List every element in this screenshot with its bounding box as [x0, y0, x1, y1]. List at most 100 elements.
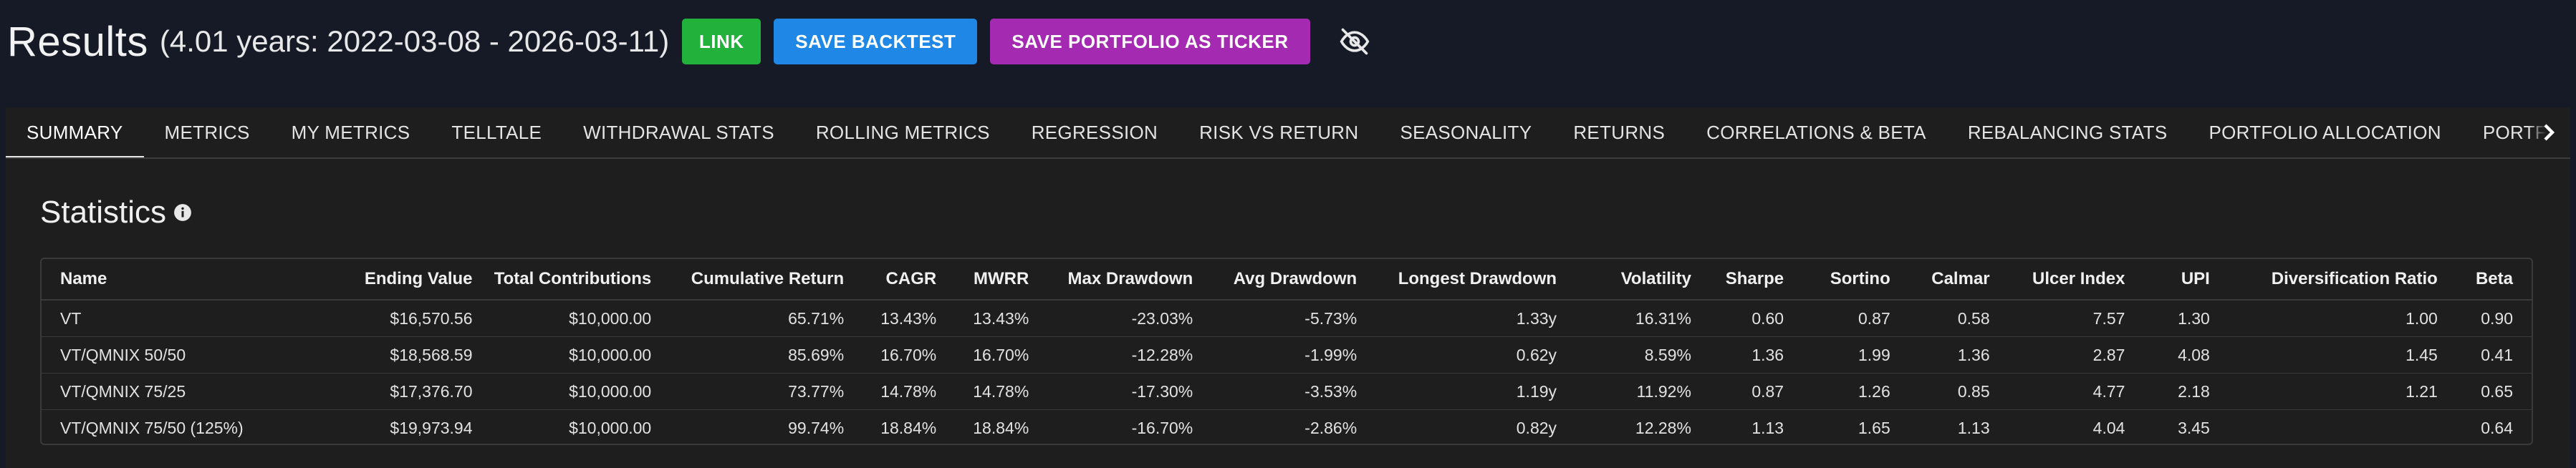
table-cell: 1.21 — [2216, 373, 2445, 410]
link-button[interactable]: LINK — [682, 19, 761, 64]
table-cell: 1.19y — [1364, 373, 1565, 410]
table-cell: 7.57 — [1996, 300, 2133, 337]
tab-seasonality[interactable]: SEASONALITY — [1400, 121, 1532, 143]
statistics-table: Name Ending Value Total Contributions Cumul… — [42, 259, 2532, 444]
table-cell: 0.58 — [1897, 300, 1997, 337]
tab-metrics[interactable]: METRICS — [164, 121, 250, 143]
statistics-table-container: Name Ending Value Total Contributions Cumul… — [40, 258, 2533, 445]
table-cell: 1.99 — [1791, 336, 1898, 374]
table-cell: 1.33y — [1364, 300, 1565, 337]
table-cell: 16.70% — [943, 336, 1037, 374]
tab-rebalancing-stats[interactable]: REBALANCING STATS — [1967, 121, 2168, 143]
table-cell: 2.18 — [2132, 373, 2217, 410]
table-cell: 16.70% — [851, 336, 944, 374]
column-header[interactable]: Volatility — [1564, 259, 1698, 301]
table-row: VT/QMNIX 75/50 (125%) $19,973.94 $10,000.0… — [42, 410, 2532, 444]
column-header[interactable]: Total Contributions — [479, 259, 659, 301]
table-row: VT/QMNIX 50/50 $18,568.59 $10,000.00 85.69%… — [42, 336, 2532, 374]
table-header-row: Name Ending Value Total Contributions Cumul… — [42, 259, 2532, 301]
tab-bar: SUMMARY METRICS MY METRICS TELLTALE WITHDRAW… — [6, 107, 2570, 159]
table-cell: 0.82y — [1516, 418, 1557, 437]
column-header[interactable]: Avg Drawdown — [1200, 259, 1365, 301]
page-title: Results — [7, 18, 148, 65]
table-cell: $19,973.94 — [390, 418, 473, 437]
tab-returns[interactable]: RETURNS — [1573, 121, 1666, 143]
table-cell: 1.30 — [2132, 300, 2217, 337]
table-cell: 14.78% — [943, 373, 1037, 410]
column-header[interactable]: Cumulative Return — [658, 259, 852, 301]
tab-my-metrics[interactable]: MY METRICS — [291, 121, 410, 143]
tab-summary[interactable]: SUMMARY — [6, 107, 144, 157]
column-header[interactable]: Name — [42, 259, 302, 301]
date-range: (4.01 years: 2022-03-08 - 2026-03-11) — [159, 24, 670, 58]
table-cell: 18.84% — [973, 418, 1029, 437]
column-header[interactable]: Sharpe — [1698, 259, 1792, 301]
table-cell: -3.53% — [1200, 373, 1365, 410]
table-cell: 0.65 — [2444, 373, 2532, 410]
tab-risk-vs-return[interactable]: RISK VS RETURN — [1199, 121, 1359, 143]
tab-telltale[interactable]: TELLTALE — [451, 121, 542, 143]
table-row: VT $16,570.56 $10,000.00 65.71% 13.43% 13.43%… — [42, 300, 2532, 337]
table-cell: 13.43% — [851, 300, 944, 337]
column-header[interactable]: CAGR — [851, 259, 944, 301]
table-cell: 13.43% — [943, 300, 1037, 337]
column-header[interactable]: UPI — [2132, 259, 2217, 301]
table-cell: 3.45 — [2178, 418, 2210, 437]
table-cell: -23.03% — [1036, 300, 1201, 337]
table-cell: 0.64 — [2481, 418, 2513, 437]
table-cell: 16.31% — [1564, 300, 1698, 337]
table-cell: 85.69% — [658, 336, 852, 374]
info-icon[interactable] — [173, 203, 192, 222]
table-cell: 1.13 — [1957, 418, 1990, 437]
column-header[interactable]: Calmar — [1897, 259, 1997, 301]
table-cell: $10,000.00 — [479, 300, 659, 337]
column-header[interactable]: Beta — [2444, 259, 2532, 301]
save-portfolio-ticker-button[interactable]: SAVE PORTFOLIO AS TICKER — [990, 19, 1310, 64]
column-header[interactable]: Longest Drawdown — [1364, 259, 1565, 301]
table-cell: 0.85 — [1897, 373, 1997, 410]
table-cell: 1.13 — [1751, 418, 1784, 437]
tab-rolling-metrics[interactable]: ROLLING METRICS — [815, 121, 990, 143]
statistics-title: Statistics — [40, 195, 167, 230]
table-cell: 1.45 — [2216, 336, 2445, 374]
tabs-list: SUMMARY METRICS MY METRICS TELLTALE WITHDRAW… — [6, 107, 2570, 157]
table-cell: 0.60 — [1698, 300, 1792, 337]
tab-withdrawal-stats[interactable]: WITHDRAWAL STATS — [583, 121, 774, 143]
chevron-right-icon — [2544, 124, 2555, 141]
tab-regression[interactable]: REGRESSION — [1031, 121, 1158, 143]
table-cell: 0.41 — [2444, 336, 2532, 374]
portfolio-name-cell: VT/QMNIX 50/50 — [42, 336, 302, 374]
table-cell: -2.86% — [1304, 418, 1357, 437]
table-cell: 1.36 — [1698, 336, 1792, 374]
column-header[interactable]: Max Drawdown — [1036, 259, 1201, 301]
column-header[interactable]: Ending Value — [302, 259, 480, 301]
column-header[interactable]: Diversification Ratio — [2216, 259, 2445, 301]
summary-panel: Statistics Name Ending Value Total Contrib… — [6, 159, 2570, 468]
tab-portfolio-allocation[interactable]: PORTFOLIO ALLOCATION — [2209, 121, 2441, 143]
table-cell: -12.28% — [1036, 336, 1201, 374]
table-cell: 11.92% — [1564, 373, 1698, 410]
table-cell: 0.87 — [1791, 300, 1898, 337]
table-cell: 0.87 — [1698, 373, 1792, 410]
tab-correlations-beta[interactable]: CORRELATIONS & BETA — [1706, 121, 1926, 143]
table-cell: 1.26 — [1791, 373, 1898, 410]
portfolio-name-cell: VT — [42, 300, 302, 337]
table-cell: 0.90 — [2444, 300, 2532, 337]
tabs-scroll-right-button[interactable] — [2527, 107, 2570, 157]
eye-off-icon[interactable] — [1337, 24, 1372, 59]
table-cell: 1.65 — [1857, 418, 1890, 437]
table-cell: 12.28% — [1635, 418, 1691, 437]
column-header[interactable]: Sortino — [1791, 259, 1898, 301]
portfolio-name-cell: VT/QMNIX 75/25 — [42, 373, 302, 410]
table-cell: $16,570.56 — [302, 300, 480, 337]
table-cell: 18.84% — [880, 418, 937, 437]
column-header[interactable]: MWRR — [943, 259, 1037, 301]
table-cell: -1.99% — [1200, 336, 1365, 374]
table-cell: 1.00 — [2216, 300, 2445, 337]
results-header: Results (4.01 years: 2022-03-08 - 2026-0… — [7, 16, 1372, 67]
table-cell: $18,568.59 — [302, 336, 480, 374]
table-cell: $17,376.70 — [302, 373, 480, 410]
save-backtest-button[interactable]: SAVE BACKTEST — [774, 19, 978, 64]
table-cell: 4.08 — [2132, 336, 2217, 374]
column-header[interactable]: Ulcer Index — [1996, 259, 2133, 301]
